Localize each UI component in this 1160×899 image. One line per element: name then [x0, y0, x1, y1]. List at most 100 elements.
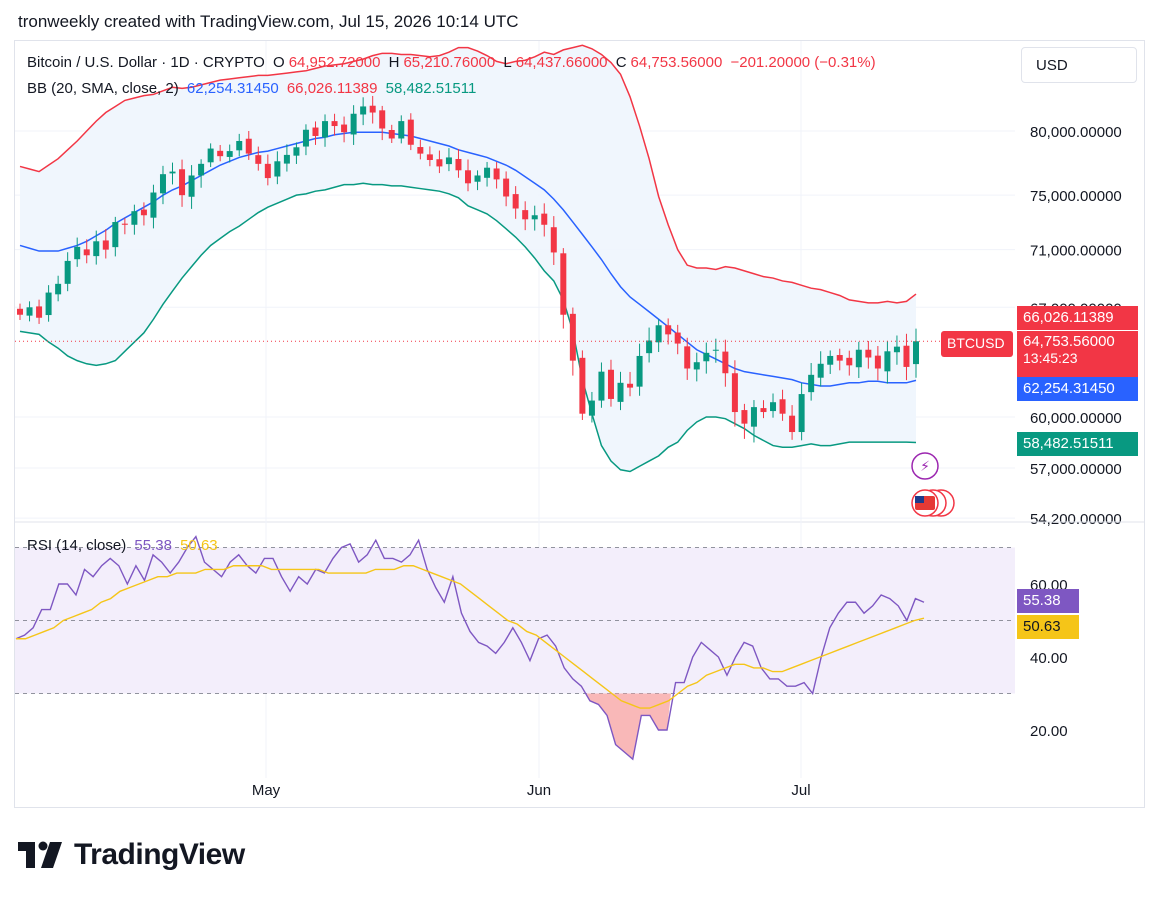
- candle-body: [455, 158, 462, 171]
- upper-band-tag: 66,026.11389: [1017, 306, 1138, 330]
- rsi-tick-label: 40.00: [1030, 650, 1068, 667]
- rsi-ma-line: [16, 565, 925, 709]
- candle-body: [341, 124, 348, 133]
- bb-lower-line: [19, 182, 917, 473]
- candle-body: [884, 351, 891, 372]
- candle-body: [179, 169, 186, 196]
- tradingview-wordmark: TradingView: [74, 838, 245, 871]
- candle-body: [569, 313, 576, 361]
- close-label: C: [615, 54, 627, 71]
- chart-attribution: tronweekly created with TradingView.com,…: [18, 12, 519, 31]
- candle-body: [665, 325, 672, 335]
- candle-body: [45, 292, 52, 316]
- candle-body: [207, 148, 214, 163]
- symbol-legend: Bitcoin / U.S. Dollar · 1D · CRYPTO O 64,…: [27, 54, 880, 71]
- candle-body: [255, 155, 262, 164]
- candle-body: [903, 345, 910, 367]
- candle-body: [331, 121, 338, 127]
- candle-body: [512, 194, 519, 209]
- candle-body: [731, 373, 738, 413]
- candle-body: [55, 283, 62, 295]
- candle-body: [436, 159, 443, 167]
- time-tick-label: May: [252, 782, 281, 799]
- rsi-label: RSI (14, close): [27, 537, 127, 554]
- candle-body: [874, 355, 881, 369]
- candle-body: [302, 129, 309, 147]
- candle-body: [693, 362, 700, 370]
- low-label: L: [503, 54, 512, 71]
- rsi-ma-tag: 50.63: [1017, 615, 1079, 639]
- last-price-tag: 64,753.56000 13:45:23: [1017, 331, 1138, 377]
- us-flag-canton: [915, 496, 924, 503]
- candle-body: [283, 154, 290, 164]
- candle-body: [865, 349, 872, 358]
- candle-body: [293, 147, 300, 156]
- lightning-glyph: ⚡: [920, 459, 930, 475]
- tradingview-logo-icon: [18, 841, 62, 868]
- high-label: H: [388, 54, 400, 71]
- candle-body: [741, 410, 748, 424]
- candle-body: [560, 253, 567, 315]
- tradingview-logo[interactable]: TradingView: [18, 838, 245, 872]
- candle-body: [417, 147, 424, 154]
- rsi-oversold-fill: [585, 693, 672, 760]
- close-value: 64,753.56000: [630, 54, 723, 71]
- candle-body: [836, 355, 843, 361]
- candle-body: [465, 170, 471, 184]
- candle-body: [102, 240, 109, 250]
- candle-body: [789, 415, 796, 433]
- candle-body: [83, 249, 90, 256]
- lightning-icon: [911, 452, 939, 480]
- candle-body: [750, 407, 757, 427]
- bb-label: BB (20, SMA, close, 2): [27, 80, 179, 97]
- rsi-value: 55.38: [134, 537, 172, 554]
- low-value: 64,437.66000: [515, 54, 608, 71]
- candle-body: [26, 307, 33, 316]
- bb-legend: BB (20, SMA, close, 2) 62,254.31450 66,0…: [27, 80, 480, 97]
- candle-body: [760, 408, 767, 413]
- candle-body: [426, 154, 433, 161]
- currency-selector[interactable]: USD: [1021, 47, 1137, 83]
- candle-body: [607, 369, 614, 399]
- candle-body: [531, 215, 538, 220]
- rsi-tick-label: 20.00: [1030, 723, 1068, 740]
- price-tick-label: 80,000.00000: [1030, 124, 1122, 141]
- chart-frame: [14, 40, 1145, 808]
- lower-band-tag: 58,482.51511: [1017, 432, 1138, 456]
- candle-body: [712, 349, 719, 351]
- rsi-line: [15, 535, 925, 761]
- rsi-ma-value: 50.63: [180, 537, 218, 554]
- candle-body: [379, 110, 386, 129]
- candle-body: [369, 105, 376, 113]
- candle-body: [798, 394, 805, 433]
- candle-body: [226, 151, 233, 157]
- candle-body: [445, 157, 452, 165]
- rsi-legend: RSI (14, close) 55.38 50.63: [27, 537, 222, 554]
- candle-body: [893, 346, 900, 353]
- candle-body: [913, 341, 919, 365]
- candle-body: [188, 175, 195, 197]
- candle-body: [236, 140, 243, 151]
- candle-body: [588, 400, 595, 416]
- time-tick-label: Jun: [527, 782, 551, 799]
- candle-body: [360, 106, 367, 115]
- change-value: −201.20000 (−0.31%): [730, 54, 876, 71]
- candle-body: [274, 161, 281, 177]
- bb-band-fill: [20, 45, 916, 472]
- candle-body: [636, 355, 643, 387]
- candle-body: [217, 150, 224, 157]
- candle-body: [674, 332, 681, 344]
- candle-body: [779, 399, 786, 414]
- candle-body: [322, 121, 329, 138]
- candle-body: [312, 127, 319, 136]
- symbol-tag: BTCUSD: [941, 331, 1013, 357]
- candle-body: [169, 171, 176, 174]
- candle-body: [159, 174, 166, 194]
- price-tick-label: 71,000.00000: [1030, 243, 1122, 260]
- bb-upper-line: [19, 44, 917, 304]
- price-tick-label: 60,000.00000: [1030, 410, 1122, 427]
- candle-body: [93, 241, 100, 257]
- candle-body: [703, 352, 710, 362]
- candle-body: [398, 121, 405, 139]
